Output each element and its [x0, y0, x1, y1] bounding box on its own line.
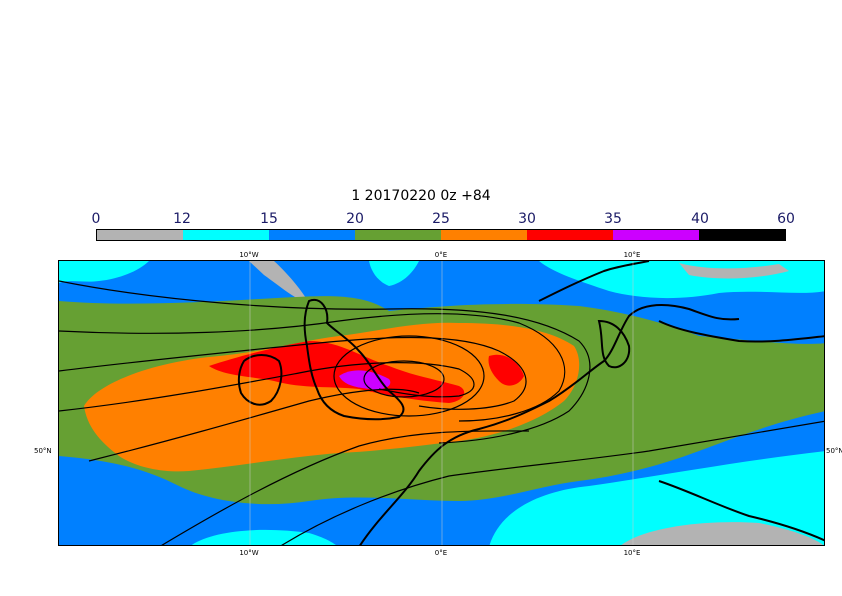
legend-label-40: 40: [691, 211, 709, 227]
legend-label-60: 60: [777, 211, 795, 227]
isobar-low-outer: [333, 335, 485, 417]
map-fill-cyan-north2: [369, 261, 419, 286]
coast-ireland: [237, 354, 283, 406]
legend-label-35: 35: [604, 211, 622, 227]
map-fill-cyan-north: [59, 261, 149, 283]
map-canvas: [59, 261, 824, 545]
legend-label-0: 0: [91, 211, 101, 227]
isobar-6: [161, 430, 530, 545]
legend-label-30: 30: [518, 211, 536, 227]
legend-swatch-15-20: [269, 230, 355, 240]
top-tick-0e: 0°E: [434, 251, 448, 259]
lat-label-right: 50°N: [826, 447, 842, 455]
map-title: 1 20170220 0z +84: [351, 188, 491, 204]
coast-south: [658, 480, 824, 542]
graticule: [249, 261, 634, 545]
coast-continent: [359, 304, 740, 545]
legend-swatch-40-60: [699, 230, 785, 240]
isobar-4: [59, 362, 475, 412]
coastlines: [237, 261, 824, 545]
top-tick-10w: 10°W: [239, 251, 259, 259]
color-legend: [96, 229, 786, 241]
isobar-7: [281, 420, 824, 545]
map-fill-red-east: [488, 354, 524, 386]
isobar-1: [59, 280, 591, 444]
top-tick-10e: 10°E: [623, 251, 641, 259]
map-fill-orange: [84, 322, 580, 472]
bottom-tick-0e: 0°E: [434, 549, 448, 557]
legend-swatch-12-15: [183, 230, 269, 240]
lat-label-left: 50°N: [34, 447, 52, 455]
legend-label-25: 25: [432, 211, 450, 227]
coast-norway: [538, 261, 650, 302]
coast-denmark: [597, 319, 631, 369]
legend-label-20: 20: [346, 211, 364, 227]
bottom-tick-10w: 10°W: [239, 549, 259, 557]
wind-map: [58, 260, 825, 546]
legend-label-15: 15: [260, 211, 278, 227]
legend-swatch-30-35: [527, 230, 613, 240]
isobar-low-center: [363, 360, 445, 398]
isobar-2: [59, 313, 566, 422]
legend-swatch-25-30: [441, 230, 527, 240]
coast-baltic: [658, 320, 824, 343]
coast-britain: [303, 298, 405, 421]
map-fill-cyan-sw: [191, 529, 336, 545]
map-fill-gray-north: [249, 261, 309, 303]
isobar-3: [59, 336, 527, 410]
isobars: [59, 280, 824, 545]
bottom-tick-10e: 10°E: [623, 549, 641, 557]
map-fill-gray-ne: [679, 263, 789, 279]
legend-swatch-35-40: [613, 230, 699, 240]
legend-swatch-0-12: [97, 230, 183, 240]
map-fill-cyan-south: [489, 451, 824, 545]
legend-swatch-20-25: [355, 230, 441, 240]
map-fill-gray-south: [621, 522, 824, 545]
legend-label-12: 12: [173, 211, 191, 227]
